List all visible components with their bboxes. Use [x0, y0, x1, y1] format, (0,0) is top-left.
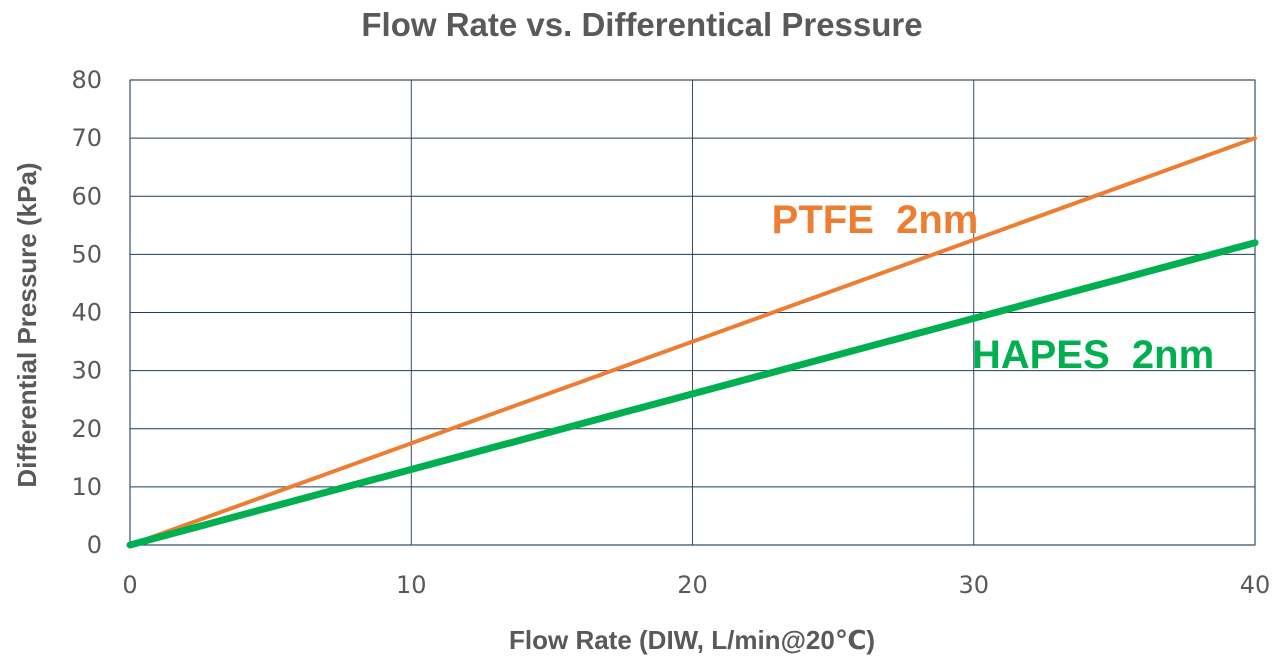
y-tick-label: 20 [71, 415, 102, 443]
series-line-1 [128, 136, 1257, 547]
x-tick-label: 20 [677, 571, 708, 599]
tick-labels: 0 10 20 30 40 50 60 70 80 0 10 20 30 40 [71, 66, 1270, 599]
series-labels: PTFE 2nm HAPES 2nm [772, 198, 1215, 377]
y-tick-label: 60 [71, 182, 102, 210]
grid-lines [129, 79, 1256, 546]
series-label-1: PTFE 2nm [772, 198, 979, 242]
chart-title: Flow Rate vs. Differentical Pressure [361, 6, 922, 43]
x-tick-label: 40 [1240, 571, 1271, 599]
x-tick-label: 30 [958, 571, 989, 599]
series-label-2: HAPES 2nm [972, 333, 1214, 377]
y-tick-label: 10 [71, 473, 102, 501]
x-axis-title: Flow Rate (DIW, L/min@20℃) [509, 625, 875, 655]
x-tick-label: 0 [122, 571, 137, 599]
y-tick-label: 50 [71, 240, 102, 268]
x-tick-label: 10 [396, 571, 427, 599]
y-axis-title: Differential Pressure (kPa) [12, 162, 42, 487]
series-lines [126, 136, 1259, 549]
y-tick-label: 30 [71, 357, 102, 385]
y-tick-label: 70 [71, 124, 102, 152]
series-line-2 [126, 239, 1259, 549]
y-tick-label: 40 [71, 299, 102, 327]
y-tick-label: 0 [87, 531, 102, 559]
y-tick-label: 80 [71, 66, 102, 94]
